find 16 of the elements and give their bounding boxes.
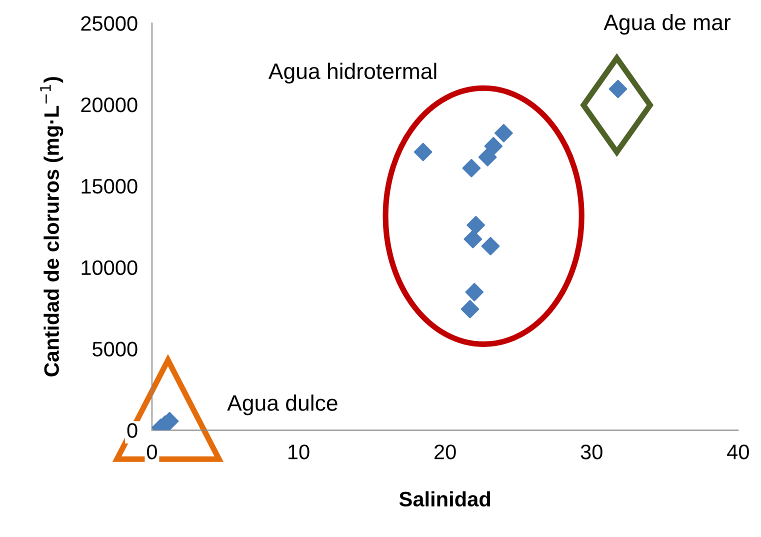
x-tick-label: 30: [580, 444, 602, 460]
y-tick-label: 20000: [81, 98, 138, 112]
y-tick-label: 10000: [82, 260, 138, 276]
x-tick-label: 20: [434, 444, 456, 460]
annotation: Agua dulce: [227, 394, 338, 416]
y-tick-label: 5000: [92, 342, 138, 356]
annotation: Agua hidrotermal: [268, 62, 436, 84]
x-tick-label: 0: [146, 444, 157, 460]
x-tick-label: 40: [727, 444, 749, 460]
x-axis-title: Salinidad: [399, 491, 490, 507]
y-tick-label: 15000: [82, 178, 138, 194]
y-tick-label: 0: [127, 423, 138, 438]
y-axis-title: Cantidad de cloruros (mg·L$^{−1}$): [40, 77, 64, 376]
y-tick-label: 25000: [81, 16, 138, 31]
annotation: Agua de mar: [604, 14, 730, 35]
x-tick-label: 10: [288, 444, 310, 460]
